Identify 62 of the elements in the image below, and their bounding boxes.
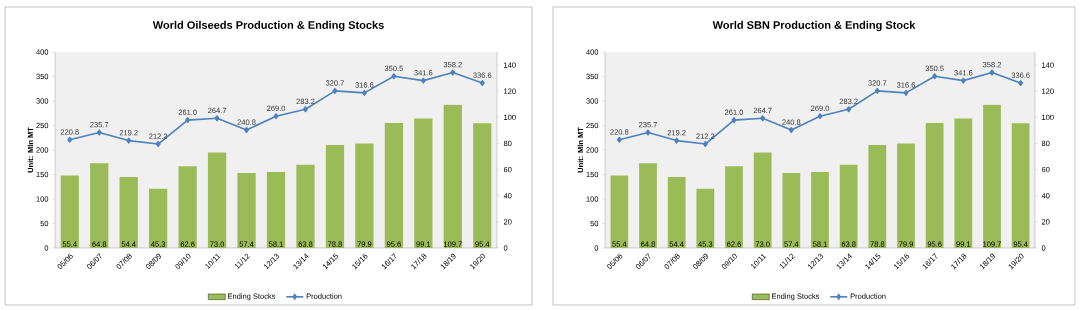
bar [296, 164, 315, 248]
point [702, 141, 708, 148]
bar [954, 118, 973, 248]
bar [897, 143, 915, 248]
bar [325, 145, 345, 248]
point [960, 77, 966, 84]
bar [1011, 123, 1030, 248]
bar [925, 123, 944, 248]
point [273, 113, 279, 120]
point [214, 115, 220, 122]
bar [983, 104, 1001, 248]
point [185, 117, 191, 124]
point [1018, 80, 1024, 87]
point [450, 69, 456, 76]
point [674, 137, 680, 144]
point [96, 129, 102, 136]
bar [811, 172, 829, 248]
point [303, 106, 308, 113]
bar [384, 123, 404, 248]
point [788, 127, 794, 133]
bar [639, 163, 657, 248]
point [479, 80, 485, 87]
bar [696, 188, 715, 248]
bar [90, 163, 109, 248]
bar [266, 172, 286, 248]
point [846, 106, 852, 113]
bar [667, 176, 686, 248]
point [391, 73, 397, 80]
chart-title: World Oilseeds Production & Ending Stocks [152, 20, 384, 32]
bar [839, 164, 858, 248]
bar [60, 175, 79, 248]
point [760, 115, 766, 122]
point [645, 129, 651, 136]
point [731, 117, 737, 124]
point [332, 87, 338, 94]
point [616, 136, 622, 143]
point [932, 73, 938, 80]
bar [119, 176, 138, 248]
point [817, 113, 823, 120]
bar [355, 143, 374, 248]
bar [414, 118, 433, 248]
point [989, 69, 995, 76]
point [155, 141, 161, 148]
point [420, 77, 426, 84]
point [361, 89, 367, 96]
bar [753, 152, 772, 248]
chart-title: World SBN Production & Ending Stock [712, 20, 916, 32]
bar [443, 104, 462, 248]
bar [725, 166, 743, 248]
bar [178, 166, 197, 248]
bar [149, 188, 168, 248]
bar [207, 152, 227, 248]
bar [610, 175, 629, 248]
point [874, 87, 880, 94]
bar [868, 145, 887, 248]
bar [237, 172, 256, 248]
point [67, 136, 73, 143]
point [244, 127, 249, 133]
bar [473, 123, 492, 248]
point [903, 89, 909, 96]
point [126, 137, 132, 144]
bar [782, 172, 801, 248]
